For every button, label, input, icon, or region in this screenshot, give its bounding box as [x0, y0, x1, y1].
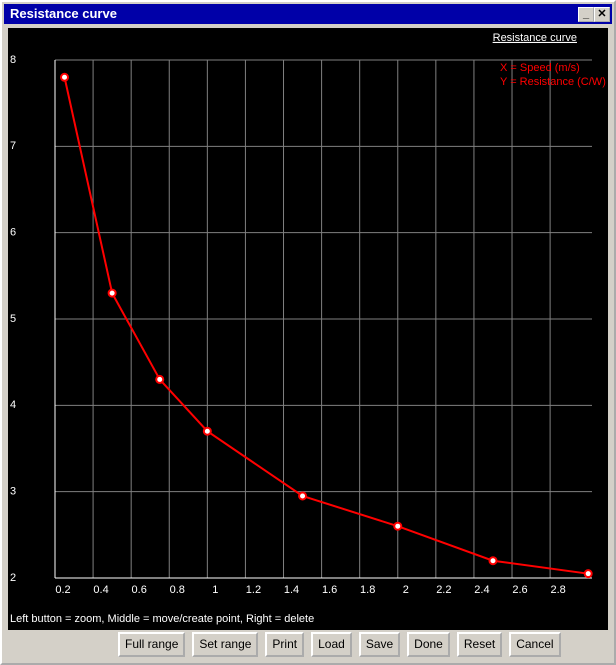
x-tick-label: 0.2: [55, 584, 70, 596]
x-tick-label: 2: [403, 584, 409, 596]
x-tick-label: 2.2: [436, 584, 451, 596]
y-tick-label: 8: [10, 54, 16, 66]
close-button[interactable]: ✕: [594, 7, 610, 22]
x-tick-label: 2.8: [550, 584, 565, 596]
chart: Resistance curve 2 3 4 5 6 7 8 0.2 0.4 0.6 0.8 1 1.2…: [8, 28, 608, 630]
minimize-button[interactable]: _: [578, 7, 594, 22]
point: [155, 374, 165, 384]
x-tick-label: 0.4: [93, 584, 108, 596]
point: [107, 288, 117, 298]
button-row: Full range Set range Print Load Save Done Rese…: [118, 632, 561, 657]
point: [583, 569, 593, 579]
x-tick-label: 0.8: [170, 584, 185, 596]
point: [393, 521, 403, 531]
button[interactable]: Print: [265, 632, 305, 657]
x-tick-label: 1.6: [322, 584, 337, 596]
button[interactable]: Full range: [118, 632, 186, 657]
point: [298, 491, 308, 501]
title-bar: Resistance curve _ ✕: [4, 4, 612, 24]
x-tick-label: 0.6: [132, 584, 147, 596]
y-tick-label: 4: [10, 399, 16, 411]
line: [63, 77, 589, 575]
button[interactable]: Done: [407, 632, 450, 657]
button[interactable]: Cancel: [509, 632, 561, 657]
x-tick-label: 1: [212, 584, 218, 596]
y-tick-label: 5: [10, 313, 16, 325]
plot-background: [8, 28, 608, 630]
y-tick-label: 2: [10, 572, 16, 584]
point: [488, 556, 498, 566]
x-tick-label: 2.6: [512, 584, 527, 596]
status-text: Left button = zoom, Middle = move/create…: [10, 613, 315, 625]
point: [60, 72, 70, 82]
x-tick-label: 2.4: [474, 584, 489, 596]
y-tick-label: 3: [10, 486, 16, 498]
button[interactable]: Load: [311, 632, 352, 657]
annotation: Y = Resistance (C/W): [500, 76, 606, 88]
y-tick-label: 6: [10, 227, 16, 239]
button[interactable]: Reset: [456, 632, 503, 657]
button[interactable]: Save: [358, 632, 401, 657]
point: [202, 426, 212, 436]
chart-title: Resistance curve: [493, 32, 577, 44]
button[interactable]: Set range: [192, 632, 259, 657]
x-tick-label: 1.8: [360, 584, 375, 596]
window-title: Resistance curve: [10, 6, 117, 21]
x-tick-label: 1.2: [246, 584, 261, 596]
y-tick-label: 7: [10, 140, 16, 152]
annotation: X = Speed (m/s): [500, 62, 580, 74]
x-tick-label: 1.4: [284, 584, 299, 596]
